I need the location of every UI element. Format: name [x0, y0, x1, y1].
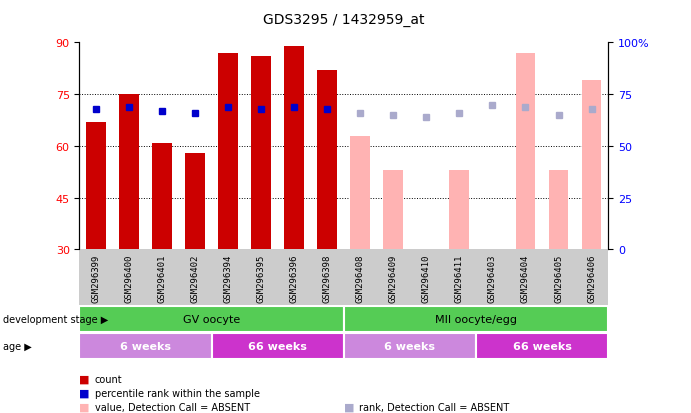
- Text: ■: ■: [79, 388, 93, 398]
- Text: 6 weeks: 6 weeks: [384, 341, 435, 351]
- Bar: [152, 143, 172, 250]
- Text: development stage ▶: development stage ▶: [3, 314, 108, 325]
- Bar: [350, 136, 370, 250]
- Bar: [476, 333, 608, 359]
- Text: GSM296402: GSM296402: [191, 254, 200, 303]
- Bar: [515, 54, 536, 250]
- Bar: [79, 306, 344, 332]
- Text: GSM296410: GSM296410: [422, 254, 431, 303]
- Text: GSM296400: GSM296400: [124, 254, 133, 303]
- Text: count: count: [95, 374, 122, 384]
- Bar: [344, 333, 476, 359]
- Bar: [86, 123, 106, 250]
- Bar: [119, 95, 139, 250]
- Text: MII oocyte/egg: MII oocyte/egg: [435, 314, 517, 325]
- Text: GSM296394: GSM296394: [224, 254, 233, 303]
- Text: ■: ■: [343, 402, 358, 412]
- Text: GSM296403: GSM296403: [488, 254, 497, 303]
- Text: GSM296395: GSM296395: [256, 254, 265, 303]
- Text: GSM296401: GSM296401: [158, 254, 167, 303]
- Bar: [384, 171, 404, 250]
- Text: 66 weeks: 66 weeks: [513, 341, 571, 351]
- Text: GSM296411: GSM296411: [455, 254, 464, 303]
- Text: GSM296406: GSM296406: [587, 254, 596, 303]
- Text: rank, Detection Call = ABSENT: rank, Detection Call = ABSENT: [359, 402, 509, 412]
- Text: GSM296409: GSM296409: [389, 254, 398, 303]
- Text: percentile rank within the sample: percentile rank within the sample: [95, 388, 260, 398]
- Text: GSM296398: GSM296398: [323, 254, 332, 303]
- Bar: [284, 47, 304, 250]
- Text: ■: ■: [79, 374, 93, 384]
- Text: value, Detection Call = ABSENT: value, Detection Call = ABSENT: [95, 402, 249, 412]
- Text: GSM296404: GSM296404: [521, 254, 530, 303]
- Bar: [582, 81, 601, 250]
- Text: GSM296408: GSM296408: [356, 254, 365, 303]
- Bar: [185, 154, 205, 250]
- Text: GV oocyte: GV oocyte: [183, 314, 240, 325]
- Bar: [79, 333, 211, 359]
- Bar: [549, 171, 569, 250]
- Text: GSM296396: GSM296396: [290, 254, 299, 303]
- Text: ■: ■: [79, 402, 93, 412]
- Bar: [218, 54, 238, 250]
- Text: 6 weeks: 6 weeks: [120, 341, 171, 351]
- Text: age ▶: age ▶: [3, 341, 32, 351]
- Text: GSM296399: GSM296399: [91, 254, 100, 303]
- Text: GDS3295 / 1432959_at: GDS3295 / 1432959_at: [263, 13, 424, 27]
- Bar: [449, 171, 469, 250]
- Bar: [211, 333, 344, 359]
- Bar: [252, 57, 271, 250]
- Bar: [344, 306, 608, 332]
- Text: 66 weeks: 66 weeks: [248, 341, 307, 351]
- Text: GSM296405: GSM296405: [554, 254, 563, 303]
- Bar: [317, 71, 337, 250]
